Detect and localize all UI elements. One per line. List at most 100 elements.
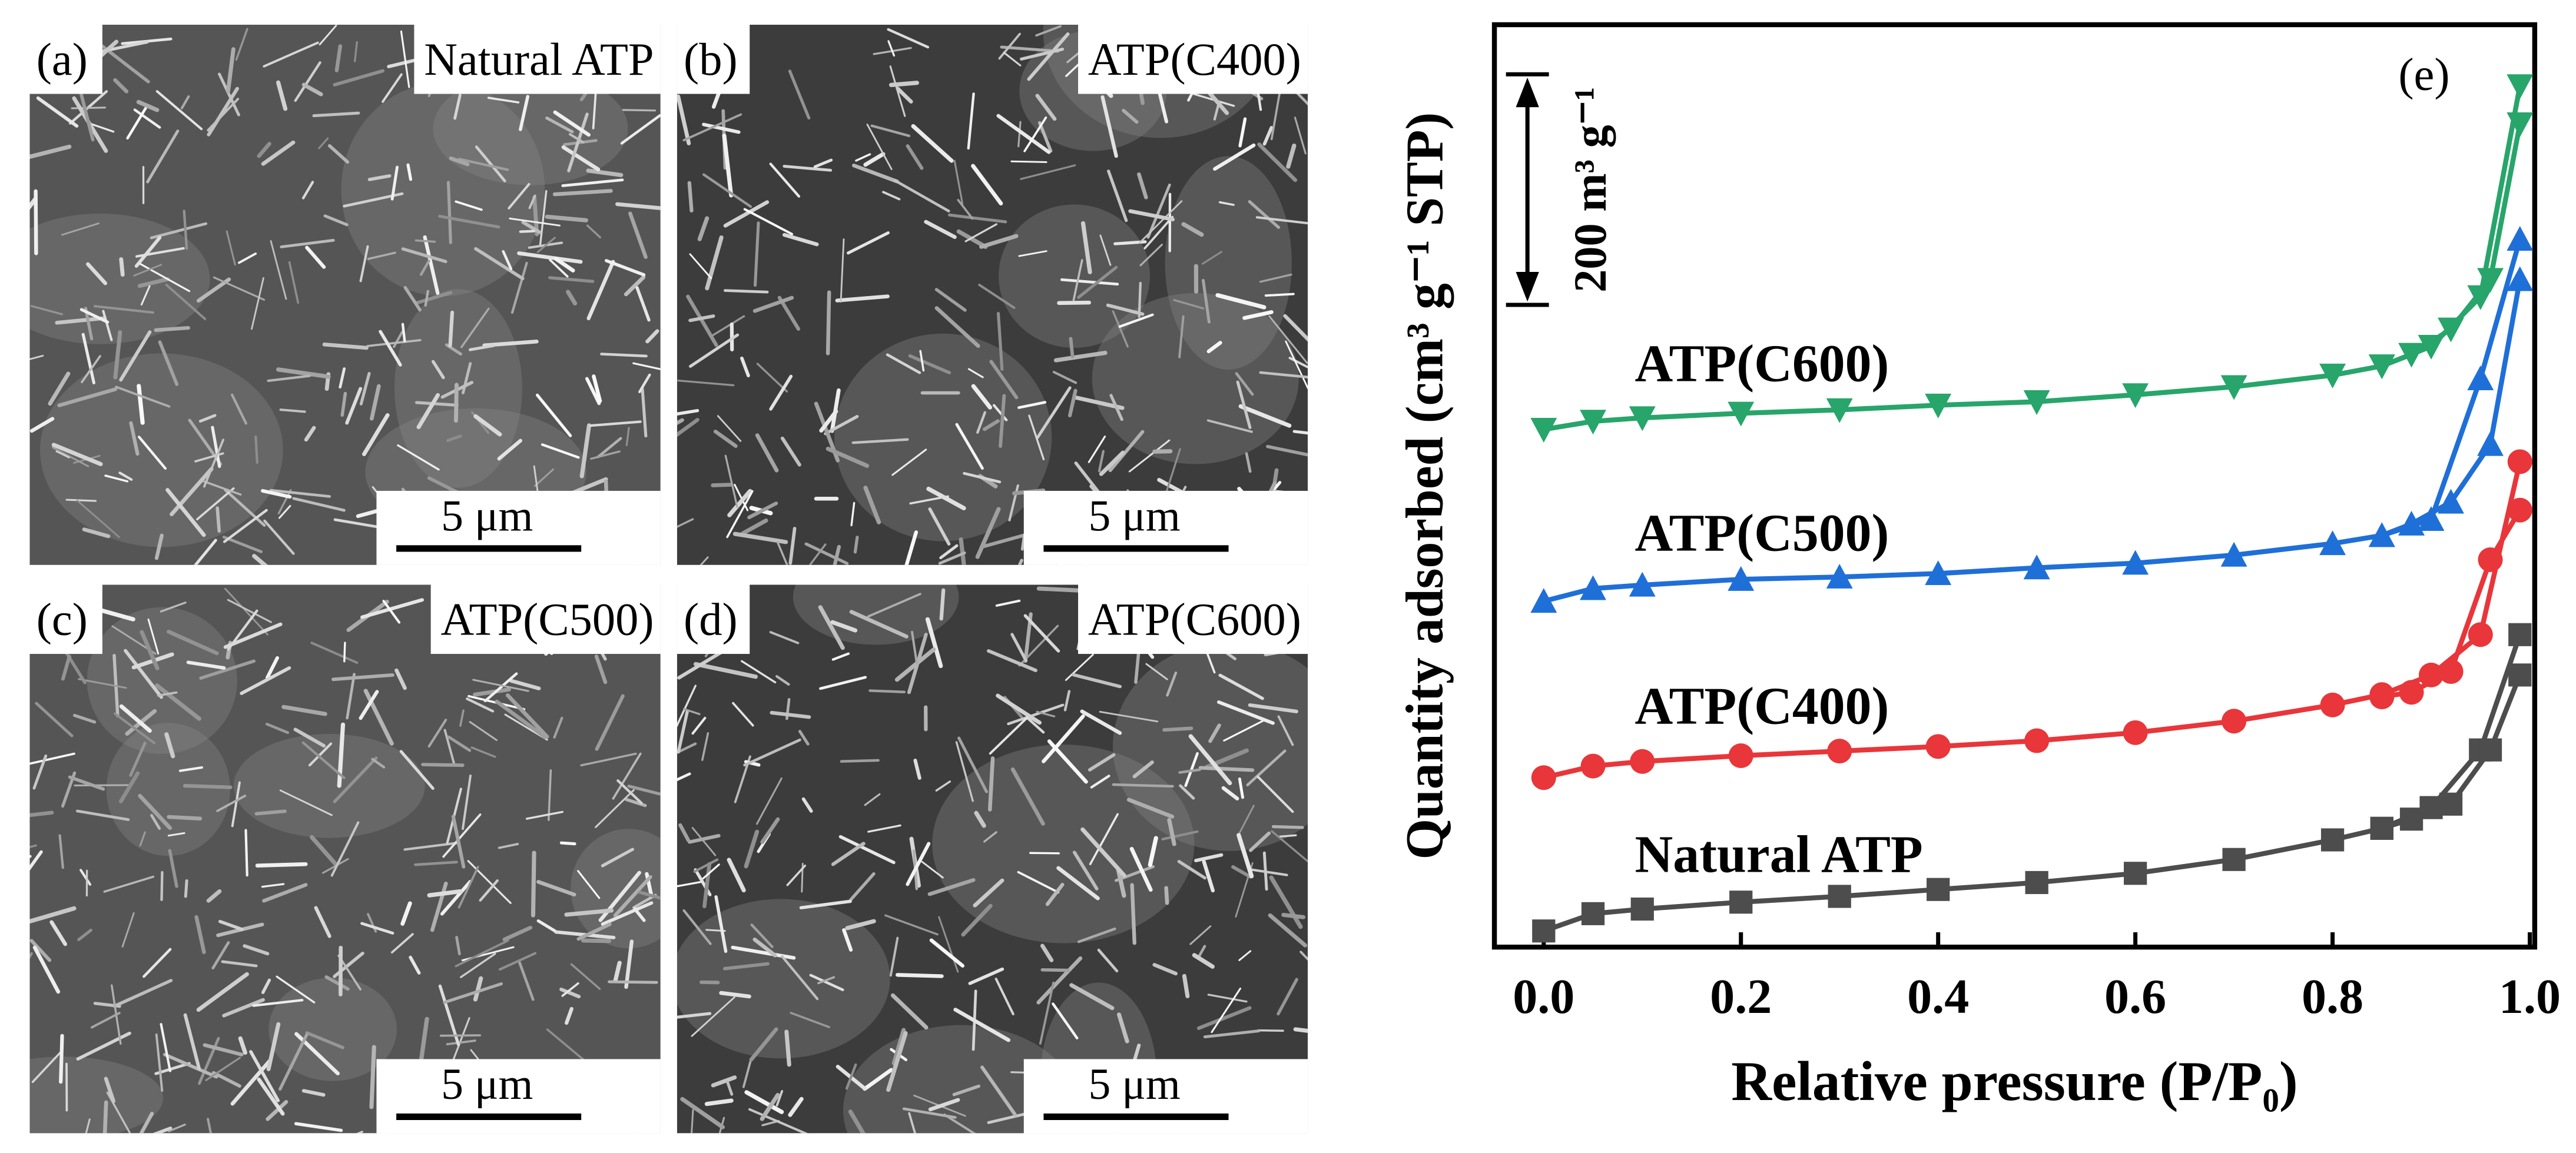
fiber (953, 1008, 1011, 1042)
fiber (1089, 813, 1119, 865)
fiber (987, 1111, 1030, 1124)
fiber (714, 895, 728, 953)
marker (2508, 623, 2532, 646)
fiber (72, 713, 97, 724)
fiber (252, 999, 304, 1007)
fiber (1072, 673, 1122, 689)
fiber (68, 775, 105, 791)
fiber (974, 810, 986, 828)
fiber (150, 222, 208, 240)
fiber (1152, 963, 1178, 976)
fiber (1007, 703, 1065, 726)
sem-image (29, 24, 661, 565)
fiber (193, 539, 217, 565)
fiber (203, 480, 242, 496)
fiber (207, 1118, 213, 1134)
fiber (466, 697, 495, 713)
fiber (724, 454, 738, 508)
fiber (324, 975, 350, 991)
sem-haze (268, 978, 397, 1081)
fiber (167, 815, 203, 821)
scale-text: 5 μm (1089, 1060, 1181, 1109)
fiber (183, 784, 233, 789)
fiber (983, 831, 997, 843)
fiber (887, 28, 930, 49)
marker (2222, 709, 2247, 734)
fiber (628, 211, 648, 259)
marker (1728, 566, 1755, 591)
fiber (308, 742, 333, 767)
fiber (553, 716, 563, 739)
fiber (689, 253, 712, 280)
fiber (1238, 805, 1255, 836)
marker (2439, 792, 2463, 816)
marker (2369, 685, 2395, 710)
marker (2418, 334, 2445, 360)
fiber (1020, 164, 1076, 180)
fiber (390, 165, 399, 201)
marker (1826, 398, 1853, 423)
fiber (911, 124, 954, 163)
scale-text: 5 μm (441, 1060, 533, 1109)
fiber (1185, 91, 1235, 107)
marker (2507, 112, 2534, 137)
fiber (147, 618, 160, 655)
fiber (119, 704, 152, 733)
fiber (263, 519, 295, 555)
marker (2507, 497, 2532, 523)
fiber (1088, 436, 1106, 463)
fiber (509, 217, 561, 227)
fiber (81, 333, 95, 384)
fiber (996, 693, 1042, 725)
fiber (935, 780, 952, 792)
fiber (472, 679, 529, 692)
sem-haze (233, 733, 425, 838)
marker (2123, 720, 2148, 745)
fiber (1107, 170, 1128, 222)
fiber (755, 433, 779, 473)
fiber (104, 1076, 115, 1104)
fiber (294, 1122, 343, 1132)
fiber (150, 813, 161, 830)
sem-haze (29, 213, 210, 344)
fiber (825, 447, 870, 468)
fiber (781, 955, 819, 1001)
fiber (126, 105, 148, 140)
fiber (138, 793, 173, 830)
fiber (29, 850, 43, 871)
fiber (359, 690, 379, 720)
fiber (722, 962, 770, 971)
fiber (600, 353, 648, 358)
fiber (1106, 303, 1145, 316)
fiber (1189, 925, 1212, 945)
fiber (750, 923, 774, 948)
fiber (980, 1065, 1017, 1117)
fiber (1129, 846, 1153, 892)
fiber (439, 1034, 481, 1037)
fiber (1165, 448, 1181, 493)
fiber (1080, 827, 1126, 878)
fiber (165, 283, 207, 320)
fiber (934, 288, 967, 312)
fiber (76, 1031, 131, 1061)
fiber (691, 716, 707, 735)
fiber (58, 834, 64, 869)
marker (2399, 680, 2424, 705)
fiber (884, 914, 939, 936)
fiber (222, 536, 263, 553)
fiber (134, 235, 162, 268)
marker (2123, 862, 2147, 885)
fiber (1063, 690, 1071, 712)
fiber (693, 858, 719, 873)
fiber (741, 660, 777, 684)
fiber (29, 810, 54, 818)
fiber (157, 691, 178, 697)
fiber (415, 239, 436, 243)
fiber (819, 409, 838, 433)
fiber (1167, 818, 1176, 846)
fiber (206, 889, 222, 903)
fiber (956, 229, 988, 249)
fiber (840, 238, 845, 303)
marker (1826, 563, 1853, 589)
